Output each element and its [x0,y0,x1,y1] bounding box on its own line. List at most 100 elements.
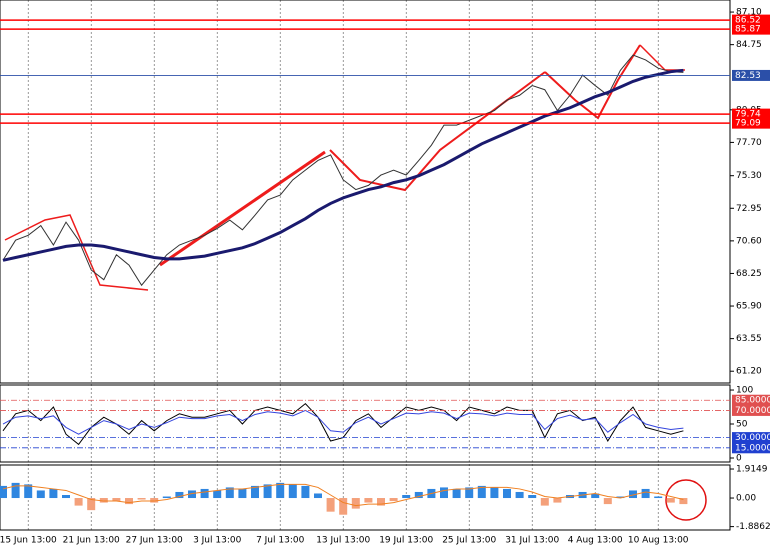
histogram-bar [99,498,108,503]
level-label-box [732,108,770,120]
histogram-bar [74,498,83,506]
histogram-bar [654,496,663,499]
histogram-bar [490,487,499,499]
histogram-bar [225,487,234,499]
x-tick-label: 4 Aug 13:00 [568,536,623,546]
highlight-circle [665,479,707,521]
histogram-bar [465,487,474,499]
histogram-bar [0,485,7,499]
y-tick-label: 84.75 [736,40,762,50]
y-tick-label: 0.00 [736,494,756,504]
y-tick-label: 0 [736,453,742,463]
histogram-bar [238,488,247,499]
x-tick-label: 31 Jul 13:00 [505,536,559,546]
x-tick-label: 19 Jul 13:00 [379,536,433,546]
histogram-bar [11,482,20,499]
level-label: 79.09 [735,119,761,129]
histogram-bar [49,488,58,499]
trend-arrow [159,150,326,267]
histogram-bar [87,498,96,511]
level-label: 15.0000 [735,443,770,453]
histogram-bar [515,491,524,499]
level-label-box [732,432,770,444]
x-tick-label: 10 Aug 13:00 [628,536,689,546]
histogram-bar [213,490,222,499]
level-label: 82.53 [735,71,761,81]
histogram-bar [364,498,373,503]
y-tick-label: 87.10 [736,8,762,18]
histogram-bar [288,484,297,499]
histogram-bar [402,495,411,499]
histogram-bar [137,498,146,500]
histogram-bar [112,498,121,502]
histogram-bar [616,496,625,499]
histogram-bar [263,484,272,499]
y-tick-label: 75.30 [736,171,762,181]
trend-line [4,214,149,291]
y-tick-label: -1.8862 [736,522,770,532]
level-label-box [732,442,770,454]
level-label-box [732,404,770,416]
level-label: 79.74 [735,110,761,120]
histogram-bar [314,493,322,499]
x-tick-label: 7 Jul 13:00 [256,536,305,546]
y-tick-label: 68.25 [736,269,762,279]
histogram-bar [175,491,184,499]
series-line [2,54,684,287]
y-tick-label: 70.60 [736,236,762,246]
histogram-bar [24,484,33,499]
histogram-bar [553,498,562,503]
histogram-bar [414,491,423,499]
histogram-bar [389,498,398,502]
y-tick-label: 63.55 [736,334,762,344]
histogram-bar [591,493,600,499]
histogram-bar [339,498,348,515]
histogram-bar [188,490,196,499]
y-tick-label: 50 [736,420,748,430]
x-tick-label: 27 Jun 13:00 [126,536,183,546]
level-label: 85.0000 [735,396,770,406]
histogram-bar [377,498,385,506]
histogram-bar [162,496,171,499]
histogram-bar [251,485,259,499]
histogram-bar [641,488,650,499]
level-label-box [732,14,770,26]
histogram-bar [62,495,70,499]
series-line [2,409,684,435]
y-tick-label: 65.90 [736,302,762,312]
y-tick-label: 61.20 [736,367,762,377]
x-tick-label: 13 Jul 13:00 [316,536,370,546]
histogram-bar [150,498,159,503]
histogram-bar [477,485,486,499]
panel-frame [0,464,731,531]
histogram-bar [301,485,310,499]
histogram-bar [629,490,637,499]
histogram-bar [200,488,209,499]
series-line [2,483,684,507]
y-tick-label: 1.9149 [736,465,768,475]
histogram-bar [452,488,461,499]
level-label-box [732,117,770,129]
histogram-bar [326,498,335,512]
level-label: 86.52 [735,16,761,26]
histogram-bar [528,495,537,499]
histogram-bar [540,498,549,506]
histogram-bar [503,488,511,499]
level-label: 85.87 [735,25,761,35]
histogram-bar [125,498,133,505]
x-tick-label: 15 Jun 13:00 [0,536,57,546]
level-label: 70.0000 [735,406,770,416]
level-label-box [732,394,770,406]
histogram-bar [603,498,612,505]
histogram-bar [276,482,285,499]
y-tick-label: 100 [736,386,753,396]
panel-frame [0,384,731,463]
level-label-box [732,69,770,81]
level-label: 30.0000 [735,433,770,443]
series-line [2,68,684,262]
x-tick-label: 21 Jun 13:00 [63,536,120,546]
histogram-bar [351,498,360,509]
histogram-bar [440,487,448,499]
